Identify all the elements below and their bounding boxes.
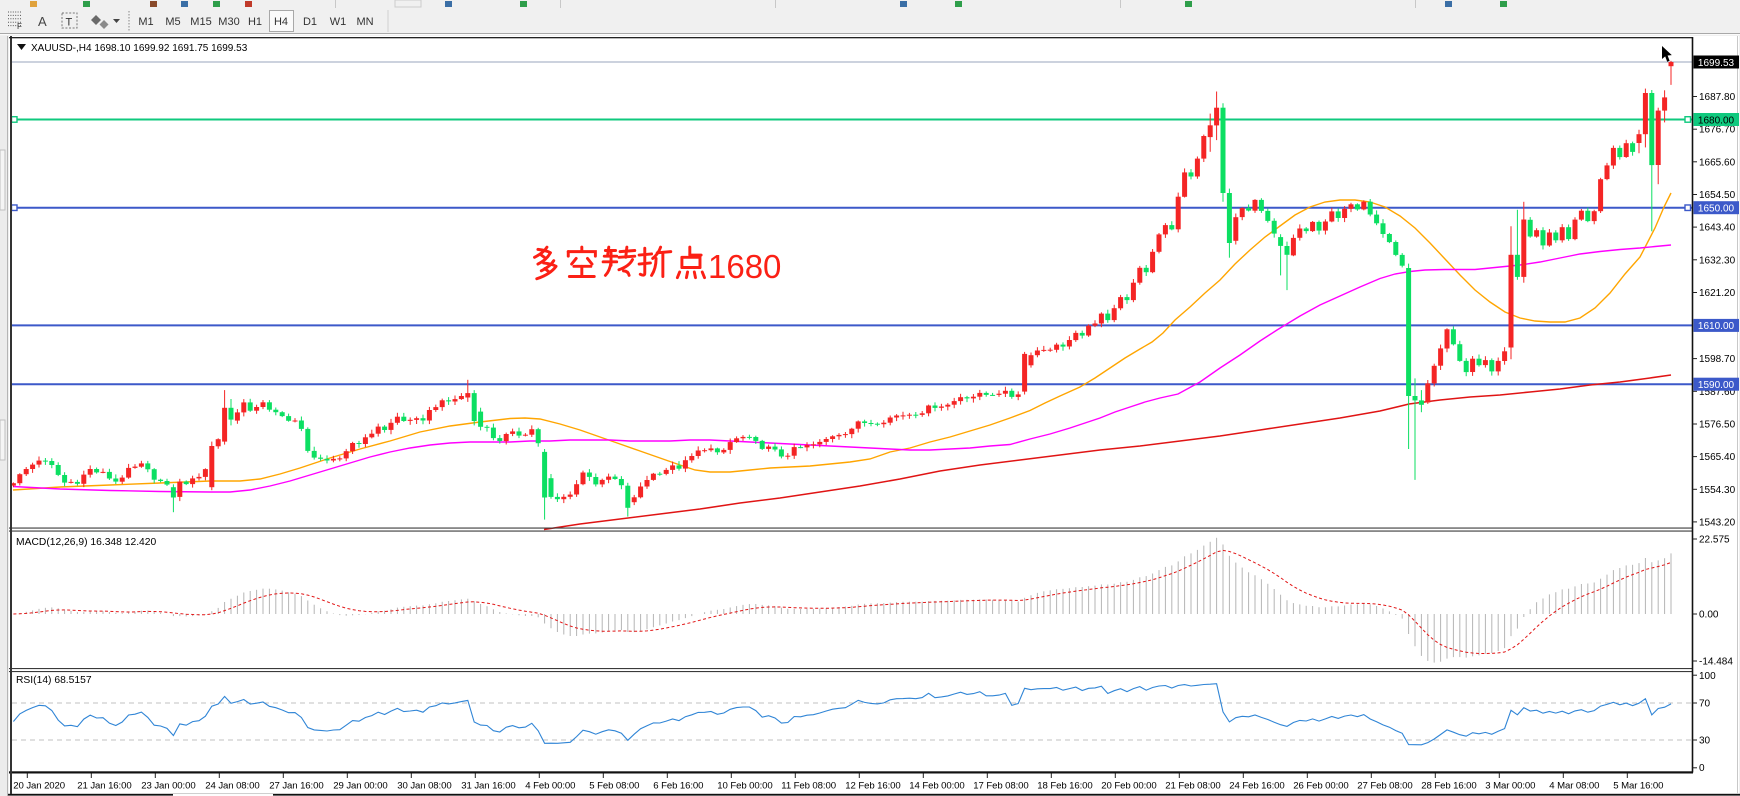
svg-text:1565.40: 1565.40 <box>1699 452 1736 463</box>
svg-text:1643.40: 1643.40 <box>1699 223 1736 234</box>
svg-text:70: 70 <box>1699 699 1711 710</box>
svg-text:5 Feb 08:00: 5 Feb 08:00 <box>589 781 639 792</box>
svg-text:28 Feb 16:00: 28 Feb 16:00 <box>1421 781 1476 792</box>
svg-text:21 Feb 08:00: 21 Feb 08:00 <box>1165 781 1220 792</box>
svg-text:1665.60: 1665.60 <box>1699 157 1736 168</box>
svg-text:M15: M15 <box>190 16 211 28</box>
svg-text:1632.30: 1632.30 <box>1699 255 1736 266</box>
svg-text:20 Jan 2020: 20 Jan 2020 <box>13 781 65 792</box>
svg-text:0.00: 0.00 <box>1699 610 1719 621</box>
svg-text:100: 100 <box>1699 671 1716 682</box>
svg-text:1699.53: 1699.53 <box>1698 58 1735 69</box>
svg-text:20 Feb 00:00: 20 Feb 00:00 <box>1101 781 1156 792</box>
svg-text:12 Feb 16:00: 12 Feb 16:00 <box>845 781 900 792</box>
svg-text:1554.30: 1554.30 <box>1699 485 1736 496</box>
svg-text:26 Feb 00:00: 26 Feb 00:00 <box>1293 781 1348 792</box>
svg-text:5 Mar 16:00: 5 Mar 16:00 <box>1613 781 1663 792</box>
svg-text:M1: M1 <box>138 16 153 28</box>
svg-text:D1: D1 <box>303 16 317 28</box>
svg-text:M5: M5 <box>165 16 180 28</box>
svg-text:10 Feb 00:00: 10 Feb 00:00 <box>717 781 772 792</box>
svg-text:29 Jan 00:00: 29 Jan 00:00 <box>333 781 387 792</box>
svg-text:1687.80: 1687.80 <box>1699 92 1736 103</box>
svg-text:0: 0 <box>1699 763 1705 774</box>
svg-text:1650.00: 1650.00 <box>1698 204 1735 215</box>
svg-text:A: A <box>38 14 47 29</box>
svg-text:1587.60: 1587.60 <box>1699 387 1736 398</box>
svg-text:W1: W1 <box>330 16 347 28</box>
svg-text:30 Jan 08:00: 30 Jan 08:00 <box>397 781 451 792</box>
svg-text:18 Feb 16:00: 18 Feb 16:00 <box>1037 781 1092 792</box>
svg-text:RSI(14) 68.5157: RSI(14) 68.5157 <box>16 675 92 686</box>
svg-text:17 Feb 08:00: 17 Feb 08:00 <box>973 781 1028 792</box>
svg-text:F: F <box>17 22 22 31</box>
svg-text:H4: H4 <box>274 16 288 28</box>
svg-text:T: T <box>66 17 73 29</box>
svg-text:-14.484: -14.484 <box>1699 657 1733 668</box>
svg-text:11 Feb 08:00: 11 Feb 08:00 <box>781 781 836 792</box>
svg-text:1676.70: 1676.70 <box>1699 125 1736 136</box>
svg-text:27 Jan 16:00: 27 Jan 16:00 <box>269 781 323 792</box>
svg-text:14 Feb 00:00: 14 Feb 00:00 <box>909 781 964 792</box>
svg-text:24 Feb 16:00: 24 Feb 16:00 <box>1229 781 1284 792</box>
svg-text:24 Jan 08:00: 24 Jan 08:00 <box>205 781 259 792</box>
svg-text:22.575: 22.575 <box>1699 535 1730 546</box>
svg-text:M30: M30 <box>218 16 239 28</box>
svg-text:1610.00: 1610.00 <box>1698 321 1735 332</box>
svg-text:6 Feb 16:00: 6 Feb 16:00 <box>653 781 703 792</box>
svg-text:1654.50: 1654.50 <box>1699 190 1736 201</box>
svg-text:30: 30 <box>1699 736 1711 747</box>
svg-text:MN: MN <box>356 16 373 28</box>
svg-text:1680: 1680 <box>708 248 781 285</box>
svg-text:XAUUSD-,H4 1698.10 1699.92 16: XAUUSD-,H4 1698.10 1699.92 1691.75 1699.… <box>31 43 248 54</box>
svg-text:21 Jan 16:00: 21 Jan 16:00 <box>77 781 131 792</box>
svg-text:1680.00: 1680.00 <box>1698 115 1735 126</box>
svg-text:1590.00: 1590.00 <box>1698 380 1735 391</box>
svg-text:H1: H1 <box>248 16 262 28</box>
svg-text:1543.20: 1543.20 <box>1699 517 1736 528</box>
svg-text:4 Feb 00:00: 4 Feb 00:00 <box>525 781 575 792</box>
svg-text:4 Mar 08:00: 4 Mar 08:00 <box>1549 781 1599 792</box>
svg-text:1576.50: 1576.50 <box>1699 420 1736 431</box>
svg-text:1621.20: 1621.20 <box>1699 288 1736 299</box>
svg-text:27 Feb 08:00: 27 Feb 08:00 <box>1357 781 1412 792</box>
svg-text:23 Jan 00:00: 23 Jan 00:00 <box>141 781 195 792</box>
svg-text:1598.70: 1598.70 <box>1699 354 1736 365</box>
svg-text:31 Jan 16:00: 31 Jan 16:00 <box>461 781 515 792</box>
svg-text:3 Mar 00:00: 3 Mar 00:00 <box>1485 781 1535 792</box>
svg-text:MACD(12,26,9) 16.348 12.420: MACD(12,26,9) 16.348 12.420 <box>16 537 157 548</box>
